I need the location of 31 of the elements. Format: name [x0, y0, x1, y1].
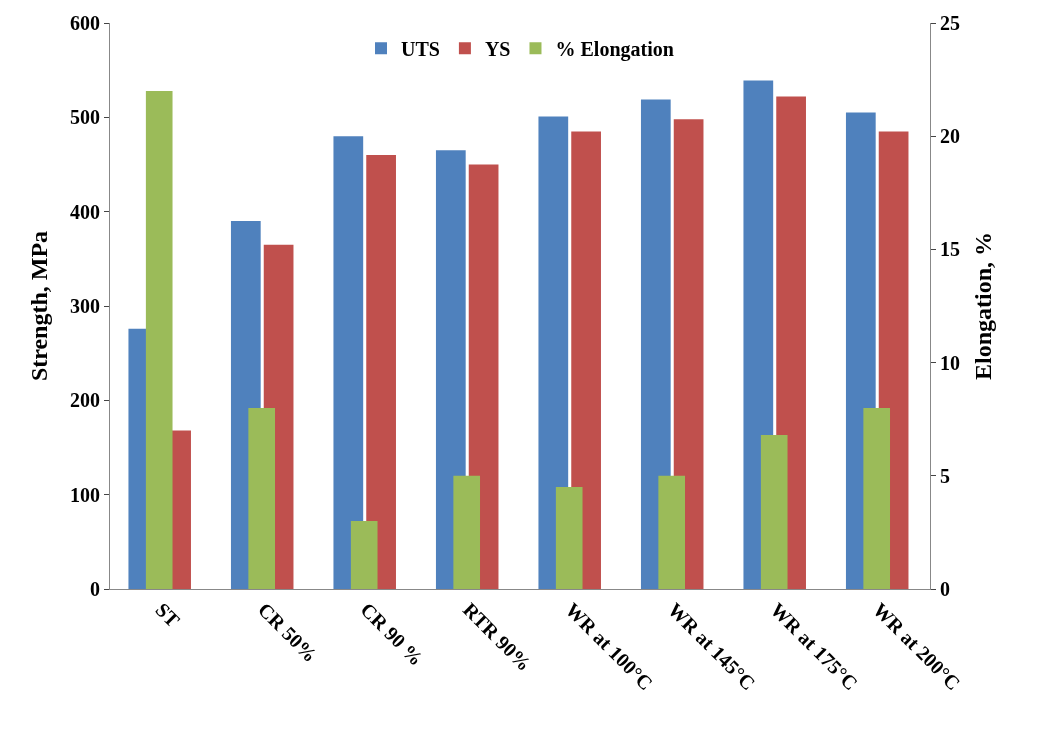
bar [350, 521, 378, 589]
y-tick-label: 600 [70, 12, 100, 34]
x-tick-label: CR 50% [253, 598, 322, 667]
bar [658, 475, 686, 589]
legend-label: % Elongation [555, 37, 674, 61]
legend-label: YS [484, 37, 511, 60]
y-tick-label: 400 [70, 200, 100, 223]
bar [453, 475, 481, 589]
y2-axis-title: Elongation, % [970, 231, 997, 381]
y-axis-title: Strength, MPa [26, 230, 53, 382]
y2-tick-label: 20 [940, 125, 960, 148]
bar [555, 487, 583, 589]
y2-tick-label: 5 [940, 464, 950, 487]
y-tick-label: 500 [70, 106, 100, 129]
legend-label: UTS [401, 37, 440, 60]
bar [571, 131, 601, 589]
x-tick-label: CR 90 % [356, 598, 428, 670]
x-tick-label: ST [151, 598, 185, 632]
bar [640, 99, 671, 589]
bar [333, 136, 364, 589]
y-tick-label: 100 [70, 483, 100, 506]
y2-tick-label: 25 [940, 12, 960, 34]
y2-tick-label: 15 [940, 238, 960, 261]
y2-tick-label: 10 [940, 351, 960, 374]
y-tick-label: 0 [90, 578, 100, 600]
y2-tick-label: 0 [940, 578, 950, 600]
bar [366, 155, 396, 589]
y-tick-label: 200 [70, 389, 100, 412]
bar [538, 116, 569, 589]
y-tick-label: 300 [70, 295, 100, 317]
bar [760, 435, 788, 589]
